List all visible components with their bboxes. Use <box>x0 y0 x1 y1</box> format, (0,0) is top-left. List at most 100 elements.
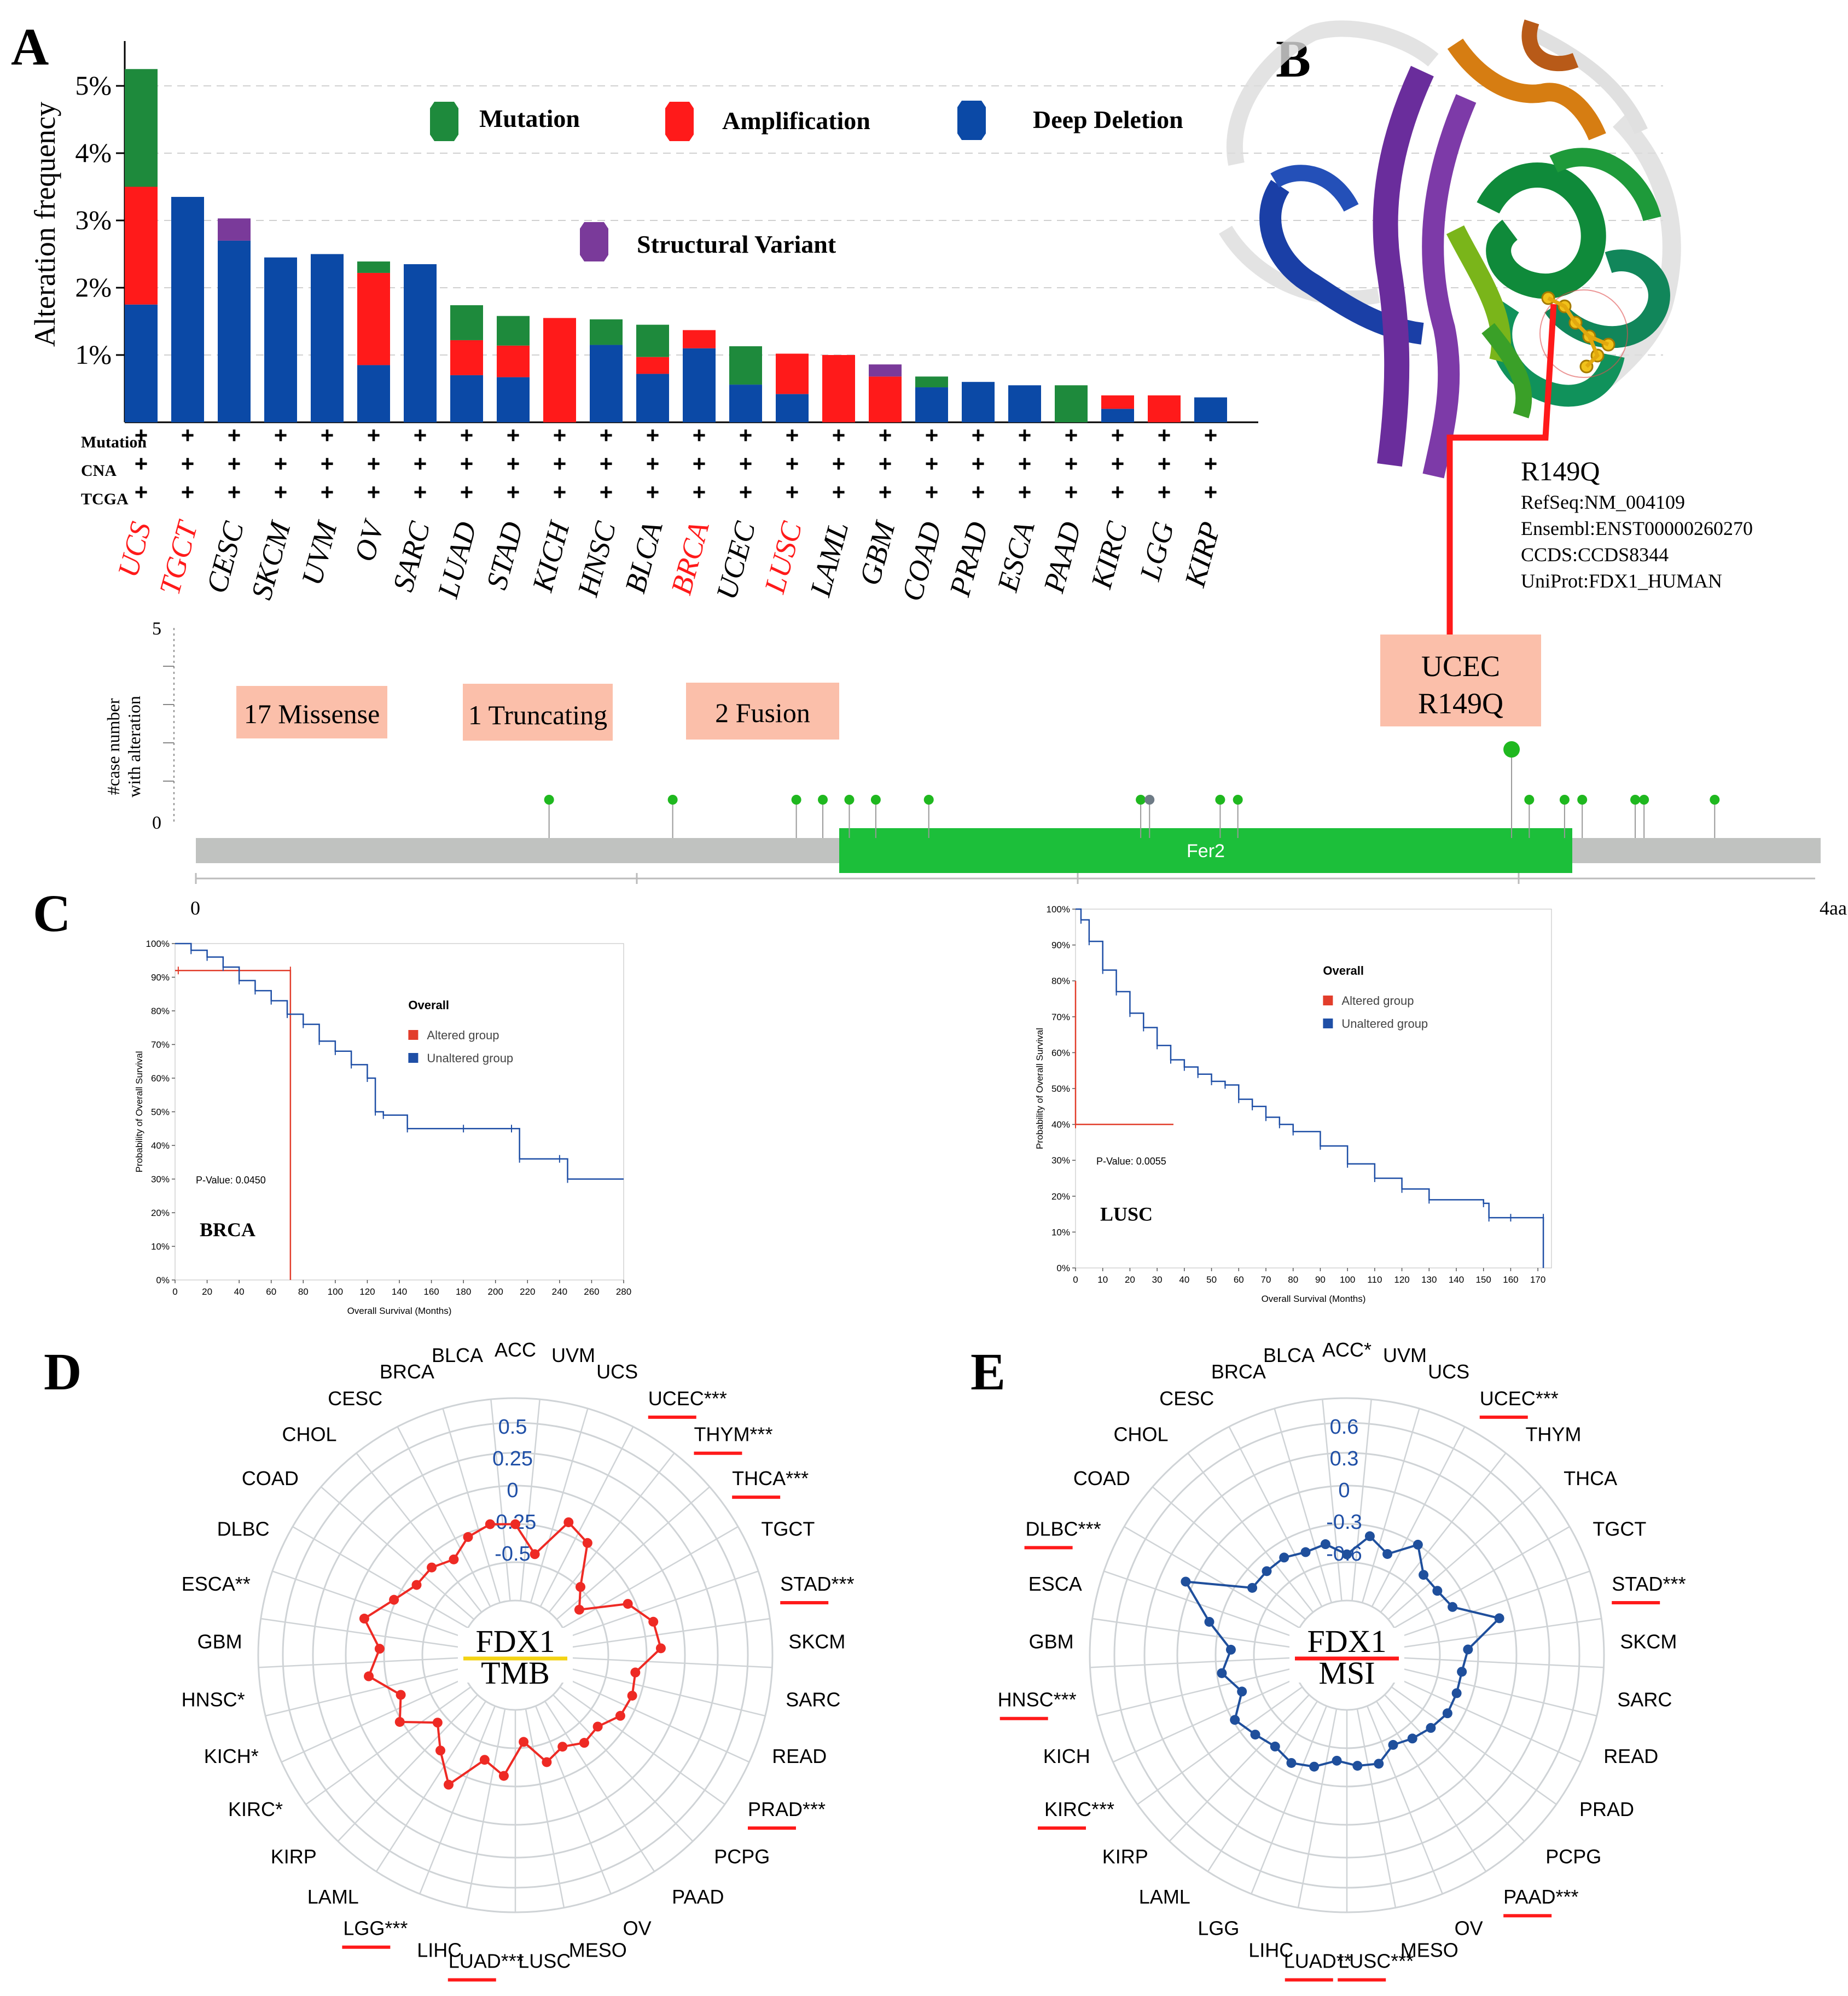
radar-point[interactable] <box>1204 1616 1214 1627</box>
radar-point[interactable] <box>1426 1723 1436 1733</box>
radar-point[interactable] <box>396 1690 406 1700</box>
radar-point[interactable] <box>576 1582 586 1592</box>
radar-point[interactable] <box>510 1519 520 1529</box>
km-xtick-label: 20 <box>1125 1275 1135 1285</box>
radar-point[interactable] <box>364 1671 374 1681</box>
radar-category-label: UVM <box>551 1344 595 1366</box>
radar-point[interactable] <box>557 1742 568 1752</box>
radar-point[interactable] <box>389 1595 399 1605</box>
radar-point[interactable] <box>1364 1531 1375 1541</box>
radar-point[interactable] <box>359 1614 369 1624</box>
radar-point[interactable] <box>1309 1761 1320 1772</box>
bar-mutation <box>915 376 948 388</box>
radar-point[interactable] <box>582 1538 592 1548</box>
radar-point[interactable] <box>463 1532 473 1542</box>
bar-amplification <box>869 376 902 422</box>
radar-point[interactable] <box>1388 1739 1398 1750</box>
lollipop-head[interactable] <box>544 795 554 805</box>
radar-point[interactable] <box>1374 1759 1384 1769</box>
radar-point[interactable] <box>519 1737 529 1747</box>
km-xtick-label: 80 <box>298 1287 309 1297</box>
radar-point[interactable] <box>530 1549 540 1559</box>
lollipop-head[interactable] <box>870 795 881 805</box>
radar-point[interactable] <box>374 1644 385 1654</box>
radar-point[interactable] <box>444 1779 454 1790</box>
plus-mark: + <box>646 479 660 505</box>
lollipop-head[interactable] <box>1710 795 1720 805</box>
lollipop-head[interactable] <box>923 795 934 805</box>
lollipop-head[interactable] <box>791 795 801 805</box>
category-label: LUAD <box>431 519 483 602</box>
radar-point[interactable] <box>485 1519 495 1529</box>
lollipop-head[interactable] <box>1215 795 1225 805</box>
radar-point[interactable] <box>1320 1539 1330 1550</box>
lollipop-head[interactable] <box>1639 795 1649 805</box>
radar-point[interactable] <box>411 1580 422 1590</box>
radar-point[interactable] <box>394 1716 405 1727</box>
radar-point[interactable] <box>1494 1613 1504 1623</box>
radar-point[interactable] <box>627 1690 637 1701</box>
lollipop-head[interactable] <box>1630 795 1641 805</box>
km-ytick-label: 10% <box>151 1242 170 1252</box>
lollipop-head[interactable] <box>1144 795 1155 805</box>
radar-point[interactable] <box>1270 1741 1280 1751</box>
radar-point[interactable] <box>1413 1539 1423 1550</box>
radar-point[interactable] <box>1463 1644 1473 1655</box>
radar-point[interactable] <box>1247 1582 1258 1593</box>
radar-point[interactable] <box>574 1604 584 1615</box>
lollipop-head[interactable] <box>818 795 828 805</box>
radar-point[interactable] <box>563 1517 574 1527</box>
radar-point[interactable] <box>432 1718 443 1728</box>
radar-point[interactable] <box>592 1721 603 1732</box>
radar-point[interactable] <box>1250 1730 1260 1740</box>
radar-point[interactable] <box>1279 1552 1289 1563</box>
radar-point[interactable] <box>655 1643 666 1654</box>
km-ytick-label: 0% <box>156 1275 170 1285</box>
radar-point[interactable] <box>427 1562 437 1573</box>
radar-point[interactable] <box>1419 1570 1429 1580</box>
radar-point[interactable] <box>1217 1668 1227 1678</box>
radar-point[interactable] <box>615 1710 625 1721</box>
radar-point[interactable] <box>1442 1708 1452 1719</box>
radar-point[interactable] <box>1230 1715 1240 1725</box>
radar-point[interactable] <box>542 1757 552 1767</box>
radar-point[interactable] <box>1352 1761 1363 1771</box>
radar-point[interactable] <box>1286 1758 1297 1768</box>
lollipop-head[interactable] <box>1559 795 1570 805</box>
radar-point[interactable] <box>498 1771 509 1781</box>
radar-point[interactable] <box>449 1554 459 1564</box>
radar-point[interactable] <box>479 1755 490 1765</box>
radar-point[interactable] <box>1448 1602 1458 1612</box>
radar-category-label: UCEC*** <box>1480 1387 1559 1410</box>
radar-point[interactable] <box>1342 1549 1352 1559</box>
km-xtick-label: 260 <box>584 1287 599 1297</box>
radar-point[interactable] <box>1225 1644 1236 1655</box>
lollipop-head[interactable] <box>1136 795 1146 805</box>
radar-category-label: ESCA** <box>182 1573 251 1595</box>
radar-category-label: COAD <box>242 1467 299 1489</box>
radar-point[interactable] <box>1451 1688 1462 1698</box>
radar-point[interactable] <box>1432 1586 1443 1596</box>
lollipop-head[interactable] <box>844 795 855 805</box>
radar-point[interactable] <box>1262 1566 1272 1576</box>
plus-mark: + <box>321 422 334 448</box>
lollipop-head[interactable] <box>1503 741 1520 758</box>
radar-point[interactable] <box>1237 1686 1247 1697</box>
lollipop-head[interactable] <box>1524 795 1535 805</box>
radar-point[interactable] <box>630 1667 641 1678</box>
radar-point[interactable] <box>623 1599 633 1609</box>
radar-point[interactable] <box>1332 1755 1342 1766</box>
lollipop-head[interactable] <box>1233 795 1243 805</box>
radar-point[interactable] <box>1407 1733 1417 1744</box>
radar-point[interactable] <box>1181 1576 1191 1587</box>
radar-point[interactable] <box>1457 1667 1467 1677</box>
km-legend-altered-label: Altered group <box>1341 994 1414 1008</box>
radar-point[interactable] <box>648 1616 659 1627</box>
radar-point[interactable] <box>1382 1549 1393 1559</box>
bar-amplification <box>776 353 809 394</box>
lollipop-head[interactable] <box>667 795 678 805</box>
radar-point[interactable] <box>435 1745 446 1756</box>
lollipop-head[interactable] <box>1577 795 1588 805</box>
radar-point[interactable] <box>1300 1547 1311 1557</box>
radar-point[interactable] <box>579 1738 589 1748</box>
